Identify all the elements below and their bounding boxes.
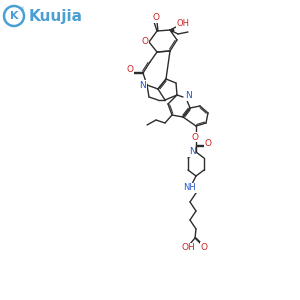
Text: N: N — [140, 80, 146, 89]
Text: O: O — [205, 140, 212, 148]
Text: O: O — [127, 65, 134, 74]
Text: ®: ® — [20, 8, 24, 13]
Text: Kuujia: Kuujia — [29, 8, 83, 23]
Text: N: N — [186, 92, 192, 100]
Text: O: O — [142, 38, 148, 46]
Circle shape — [4, 6, 24, 26]
Text: NH: NH — [184, 184, 196, 193]
Text: N: N — [189, 148, 195, 157]
Text: O: O — [152, 14, 160, 22]
Text: OH: OH — [176, 20, 190, 28]
Text: O: O — [191, 133, 199, 142]
Text: O: O — [200, 242, 208, 251]
Text: K: K — [10, 11, 18, 21]
Text: OH: OH — [181, 244, 195, 253]
